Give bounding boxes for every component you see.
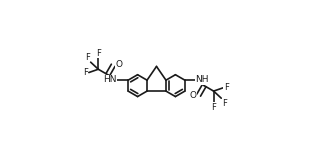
Text: F: F <box>85 53 90 62</box>
Text: NH: NH <box>195 75 209 84</box>
Text: O: O <box>190 91 197 100</box>
Text: F: F <box>83 68 88 77</box>
Text: O: O <box>115 60 122 69</box>
Text: F: F <box>211 103 216 112</box>
Text: F: F <box>224 83 229 92</box>
Text: HN: HN <box>103 75 117 84</box>
Text: F: F <box>96 49 101 58</box>
Text: F: F <box>222 99 227 108</box>
